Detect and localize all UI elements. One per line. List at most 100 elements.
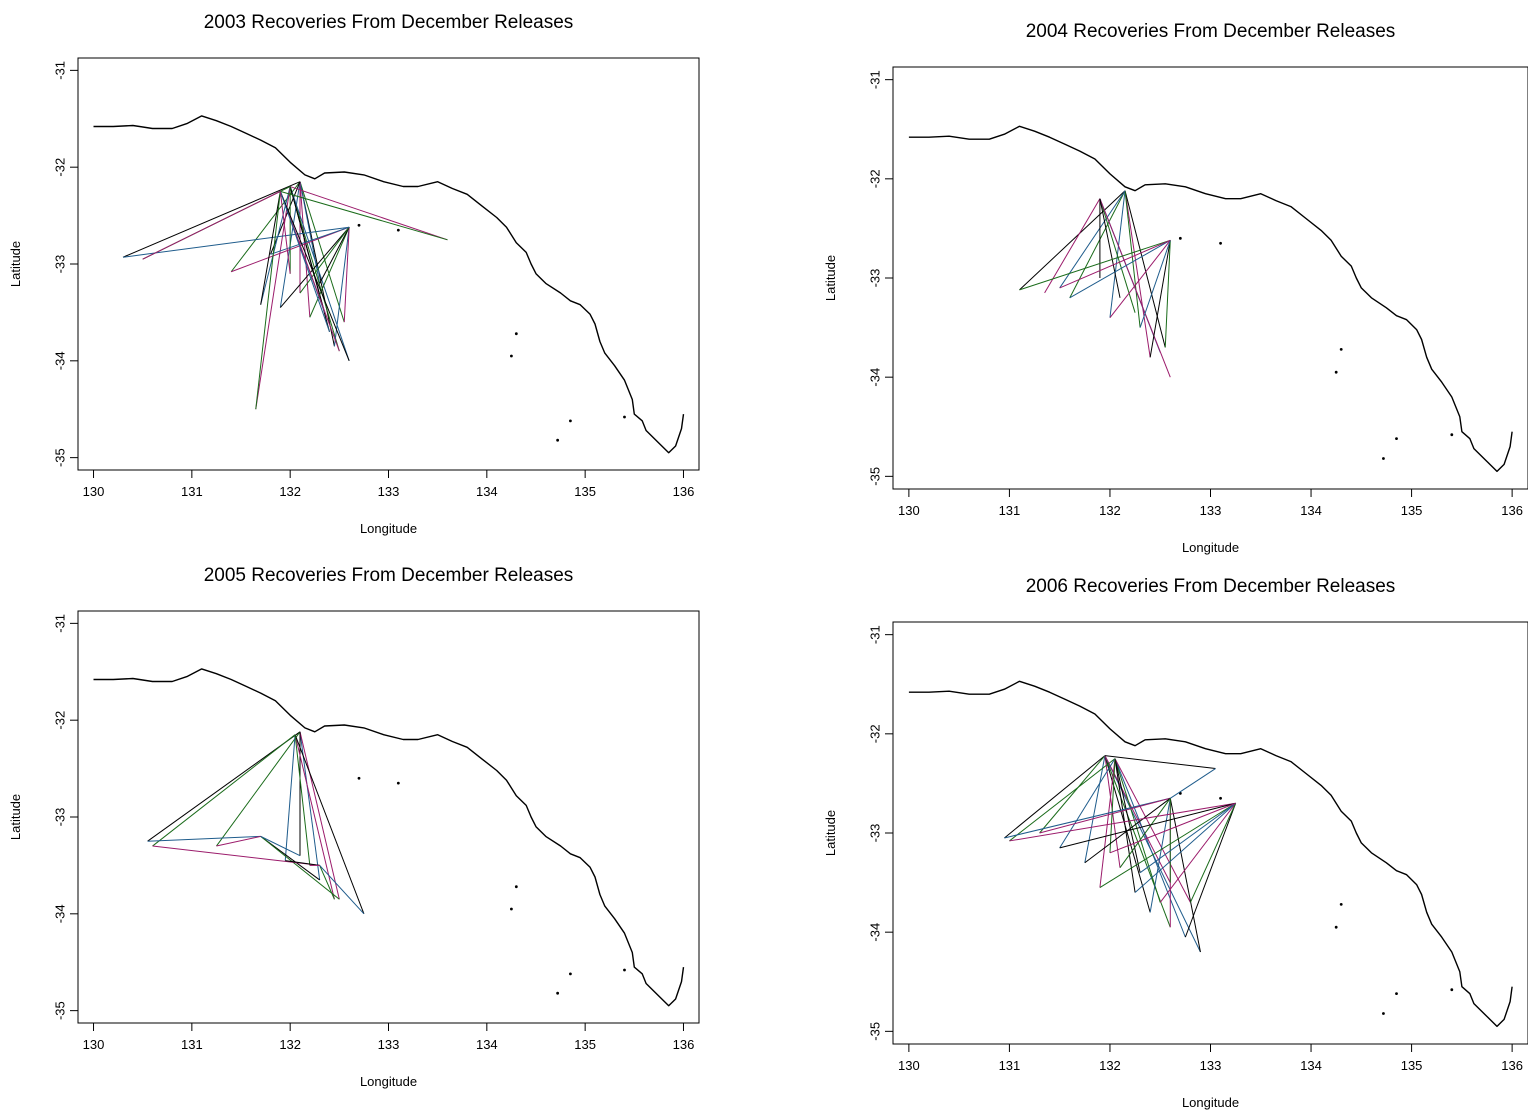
track-line	[1124, 190, 1151, 358]
track-line	[1039, 797, 1171, 834]
track-line	[1114, 758, 1141, 873]
track-line	[299, 181, 345, 323]
x-tick-label: 133	[378, 484, 400, 499]
y-tick-label: -34	[53, 904, 68, 923]
x-tick-label: 135	[574, 484, 596, 499]
x-tick-label: 136	[1501, 1058, 1523, 1073]
island	[510, 907, 513, 911]
track-line	[285, 860, 320, 866]
track-line	[260, 191, 281, 305]
island	[1334, 925, 1338, 929]
plot-frame	[892, 621, 1528, 1045]
coastline	[93, 668, 685, 1007]
island	[396, 781, 400, 785]
track-line	[319, 226, 350, 284]
track-line	[147, 835, 261, 842]
track-line	[1004, 797, 1171, 839]
track-line	[1114, 758, 1191, 903]
island	[1382, 457, 1385, 460]
track-line	[1059, 758, 1116, 849]
track-line	[279, 191, 350, 362]
island	[1395, 437, 1398, 441]
track-line	[279, 226, 350, 308]
track-line	[343, 227, 350, 323]
x-tick-label: 131	[181, 1037, 203, 1052]
x-tick-label: 136	[673, 1037, 695, 1052]
x-tick-label: 134	[1300, 1058, 1322, 1073]
y-tick-label: -35	[868, 467, 883, 486]
x-tick-label: 132	[279, 1037, 301, 1052]
y-tick-label: -31	[868, 70, 883, 89]
coastline	[93, 115, 685, 454]
chart-title: 2006 Recoveries From December Releases	[1026, 576, 1396, 597]
track-line	[1044, 198, 1101, 294]
x-tick-label: 136	[673, 484, 695, 499]
x-tick-label: 130	[898, 503, 920, 518]
y-tick-label: -35	[53, 448, 68, 467]
y-tick-label: -32	[868, 724, 883, 743]
x-tick-label: 130	[83, 1037, 105, 1052]
x-tick-label: 132	[1099, 1058, 1121, 1073]
track-line	[1124, 190, 1166, 348]
island	[357, 223, 361, 227]
x-tick-label: 134	[476, 484, 498, 499]
x-tick-label: 136	[1501, 503, 1523, 518]
track-line	[1099, 802, 1236, 888]
y-axis-label: Latitude	[823, 255, 838, 301]
track-line	[290, 186, 448, 241]
island	[396, 228, 400, 232]
x-axis-label: Longitude	[360, 1074, 417, 1089]
track-line	[260, 835, 301, 857]
y-tick-label: -32	[868, 169, 883, 188]
island	[1219, 796, 1222, 800]
island	[1450, 433, 1454, 437]
track-line	[309, 227, 350, 318]
tracks	[122, 181, 448, 410]
y-tick-label: -34	[868, 923, 883, 942]
track-line	[319, 865, 335, 900]
track-line	[122, 181, 301, 258]
island	[1178, 236, 1182, 240]
island	[514, 885, 518, 889]
x-axis-label: Longitude	[1182, 1095, 1239, 1110]
island	[1219, 241, 1222, 245]
map-panel-1: 2003 Recoveries From December Releases 13…	[8, 12, 700, 536]
track-line	[1084, 755, 1106, 863]
island	[1395, 992, 1398, 996]
track-line	[279, 191, 330, 332]
track-line	[1039, 755, 1106, 834]
track-line	[1124, 190, 1141, 328]
chart-title: 2005 Recoveries From December Releases	[204, 565, 574, 586]
track-line	[299, 181, 311, 318]
track-line	[255, 186, 291, 410]
x-axis-label: Longitude	[1182, 540, 1239, 555]
track-line	[122, 226, 350, 258]
x-tick-label: 132	[1099, 503, 1121, 518]
track-line	[1170, 768, 1216, 799]
track-line	[279, 191, 291, 274]
coastline	[908, 680, 1513, 1028]
x-tick-label: 133	[1200, 503, 1222, 518]
map-panel-2: 2004 Recoveries From December Releases 13…	[823, 21, 1528, 555]
x-tick-label: 133	[378, 1037, 400, 1052]
track-line	[1119, 797, 1171, 869]
y-tick-label: -33	[53, 808, 68, 827]
island	[569, 972, 572, 976]
track-line	[216, 731, 301, 847]
track-line	[1149, 240, 1171, 358]
track-line	[1059, 802, 1236, 849]
track-line	[1019, 239, 1171, 291]
x-tick-label: 133	[1200, 1058, 1222, 1073]
track-line	[294, 734, 365, 914]
track-line	[1009, 758, 1116, 842]
track-line	[294, 734, 335, 900]
track-line	[1099, 758, 1116, 888]
track-line	[1189, 803, 1237, 903]
track-line	[1099, 198, 1121, 298]
coastline	[908, 125, 1513, 473]
track-line	[319, 865, 365, 915]
y-tick-label: -35	[53, 1001, 68, 1020]
y-axis-label: Latitude	[8, 794, 23, 840]
x-tick-label: 135	[1401, 1058, 1423, 1073]
